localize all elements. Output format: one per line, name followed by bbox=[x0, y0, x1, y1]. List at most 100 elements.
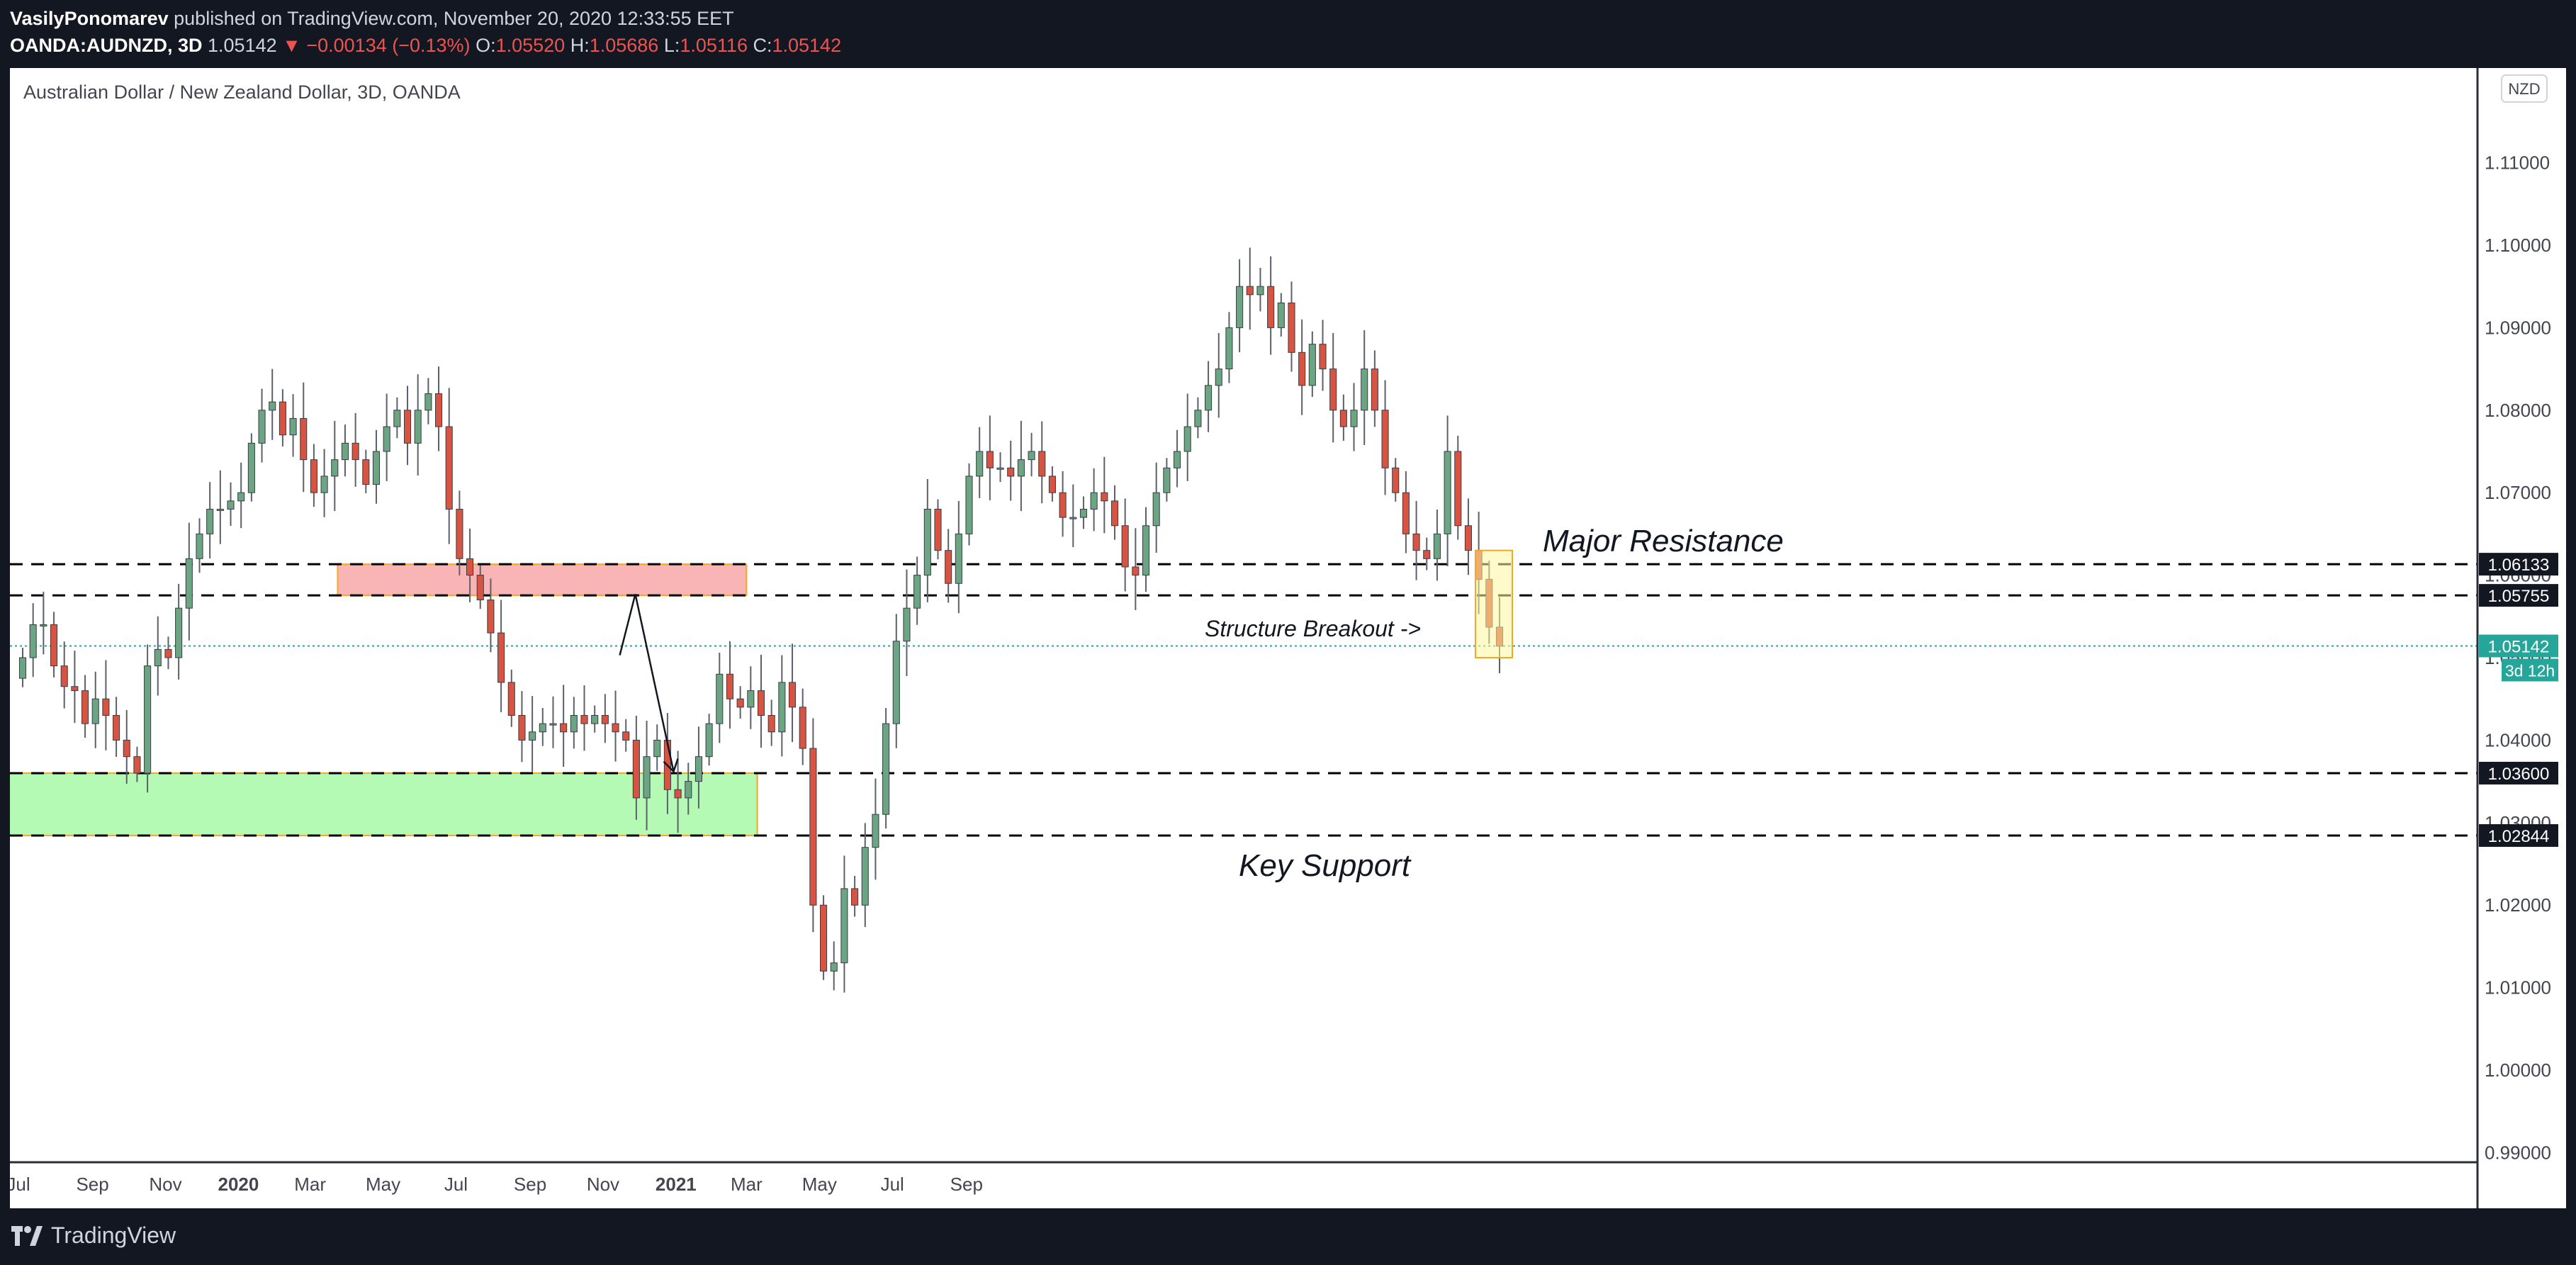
candle[interactable] bbox=[1225, 327, 1233, 370]
candle[interactable] bbox=[820, 904, 828, 972]
candle[interactable] bbox=[570, 714, 578, 733]
candle[interactable] bbox=[269, 401, 276, 411]
candle[interactable] bbox=[518, 714, 526, 741]
candle[interactable] bbox=[175, 607, 183, 658]
candle[interactable] bbox=[1173, 451, 1181, 468]
candle[interactable] bbox=[643, 756, 651, 799]
candle[interactable] bbox=[685, 781, 692, 799]
candle[interactable] bbox=[882, 723, 890, 815]
candle[interactable] bbox=[632, 739, 640, 799]
candle[interactable] bbox=[50, 624, 58, 667]
candle[interactable] bbox=[1163, 467, 1171, 493]
candle[interactable] bbox=[549, 723, 557, 726]
candle[interactable] bbox=[216, 508, 224, 511]
candle[interactable] bbox=[872, 814, 879, 848]
candle[interactable] bbox=[1412, 533, 1420, 551]
breakout-highlight[interactable] bbox=[1475, 549, 1513, 658]
candle[interactable] bbox=[476, 575, 484, 601]
candle[interactable] bbox=[102, 698, 110, 716]
candle[interactable] bbox=[716, 673, 724, 724]
candle[interactable] bbox=[133, 756, 141, 774]
projection-path[interactable] bbox=[619, 594, 675, 772]
candle[interactable] bbox=[1028, 451, 1035, 461]
candle[interactable] bbox=[747, 690, 755, 708]
candle[interactable] bbox=[445, 426, 453, 510]
candle[interactable] bbox=[507, 682, 515, 716]
candle[interactable] bbox=[1371, 369, 1378, 411]
candle[interactable] bbox=[1277, 302, 1285, 328]
candle[interactable] bbox=[529, 731, 536, 741]
candle[interactable] bbox=[1392, 467, 1400, 493]
candle[interactable] bbox=[424, 393, 432, 411]
candle[interactable] bbox=[310, 459, 317, 493]
candle[interactable] bbox=[1090, 492, 1098, 510]
candle[interactable] bbox=[206, 508, 214, 534]
candle[interactable] bbox=[1079, 508, 1088, 518]
candle[interactable] bbox=[996, 467, 1004, 470]
candle[interactable] bbox=[414, 410, 422, 444]
candle[interactable] bbox=[1132, 566, 1140, 576]
candle[interactable] bbox=[1256, 286, 1264, 296]
candle[interactable] bbox=[1215, 369, 1222, 386]
candle[interactable] bbox=[1007, 467, 1015, 477]
candle[interactable] bbox=[1205, 385, 1213, 411]
resistance-zone[interactable] bbox=[337, 563, 748, 597]
candle[interactable] bbox=[1121, 525, 1129, 568]
candle[interactable] bbox=[113, 714, 120, 741]
candle[interactable] bbox=[1329, 369, 1337, 411]
candle[interactable] bbox=[861, 847, 869, 906]
candle[interactable] bbox=[1298, 352, 1306, 386]
candle[interactable] bbox=[1350, 410, 1358, 427]
candle[interactable] bbox=[1038, 451, 1046, 477]
candle[interactable] bbox=[1381, 410, 1389, 468]
candlestick-chart[interactable]: Major Resistance Key Support Structure Bre… bbox=[10, 68, 2566, 1208]
candle[interactable] bbox=[91, 698, 99, 724]
candle[interactable] bbox=[1017, 459, 1025, 477]
candle[interactable] bbox=[726, 673, 734, 699]
candle[interactable] bbox=[892, 641, 900, 724]
candle[interactable] bbox=[622, 731, 630, 741]
candle[interactable] bbox=[29, 624, 37, 658]
candle[interactable] bbox=[1402, 492, 1410, 534]
tradingview-logo[interactable]: TradingView bbox=[10, 1222, 176, 1249]
candle[interactable] bbox=[1444, 451, 1451, 534]
candle[interactable] bbox=[1454, 451, 1462, 527]
candle[interactable] bbox=[497, 632, 505, 683]
candle[interactable] bbox=[279, 401, 286, 436]
author-name[interactable]: VasilyPonomarev bbox=[10, 8, 169, 29]
candle[interactable] bbox=[851, 888, 859, 906]
candle[interactable] bbox=[434, 393, 443, 427]
candle[interactable] bbox=[986, 451, 994, 468]
candle[interactable] bbox=[694, 756, 702, 782]
candle[interactable] bbox=[40, 624, 47, 626]
candle[interactable] bbox=[1246, 286, 1254, 296]
candle[interactable] bbox=[320, 476, 328, 493]
candle[interactable] bbox=[976, 451, 984, 477]
candle[interactable] bbox=[955, 533, 962, 584]
candle[interactable] bbox=[809, 748, 817, 906]
candle[interactable] bbox=[1319, 344, 1327, 370]
candle[interactable] bbox=[1267, 286, 1275, 328]
candle[interactable] bbox=[289, 417, 297, 436]
candle[interactable] bbox=[258, 410, 266, 444]
currency-badge-box[interactable] bbox=[2501, 74, 2548, 103]
candle[interactable] bbox=[945, 550, 952, 584]
candle[interactable] bbox=[123, 739, 130, 758]
candle[interactable] bbox=[403, 410, 412, 444]
candle[interactable] bbox=[601, 714, 609, 724]
candle[interactable] bbox=[923, 508, 931, 576]
candle[interactable] bbox=[362, 459, 370, 485]
candle[interactable] bbox=[372, 451, 381, 485]
candle[interactable] bbox=[1464, 525, 1473, 551]
candle[interactable] bbox=[466, 558, 474, 576]
candle[interactable] bbox=[788, 682, 797, 708]
candle[interactable] bbox=[560, 723, 568, 733]
candle[interactable] bbox=[185, 558, 193, 609]
candle[interactable] bbox=[1423, 550, 1431, 559]
candle[interactable] bbox=[612, 723, 619, 733]
candle[interactable] bbox=[1110, 500, 1119, 527]
candle[interactable] bbox=[1288, 302, 1295, 353]
candle[interactable] bbox=[830, 962, 838, 972]
candle[interactable] bbox=[154, 648, 162, 667]
candle[interactable] bbox=[736, 698, 744, 708]
